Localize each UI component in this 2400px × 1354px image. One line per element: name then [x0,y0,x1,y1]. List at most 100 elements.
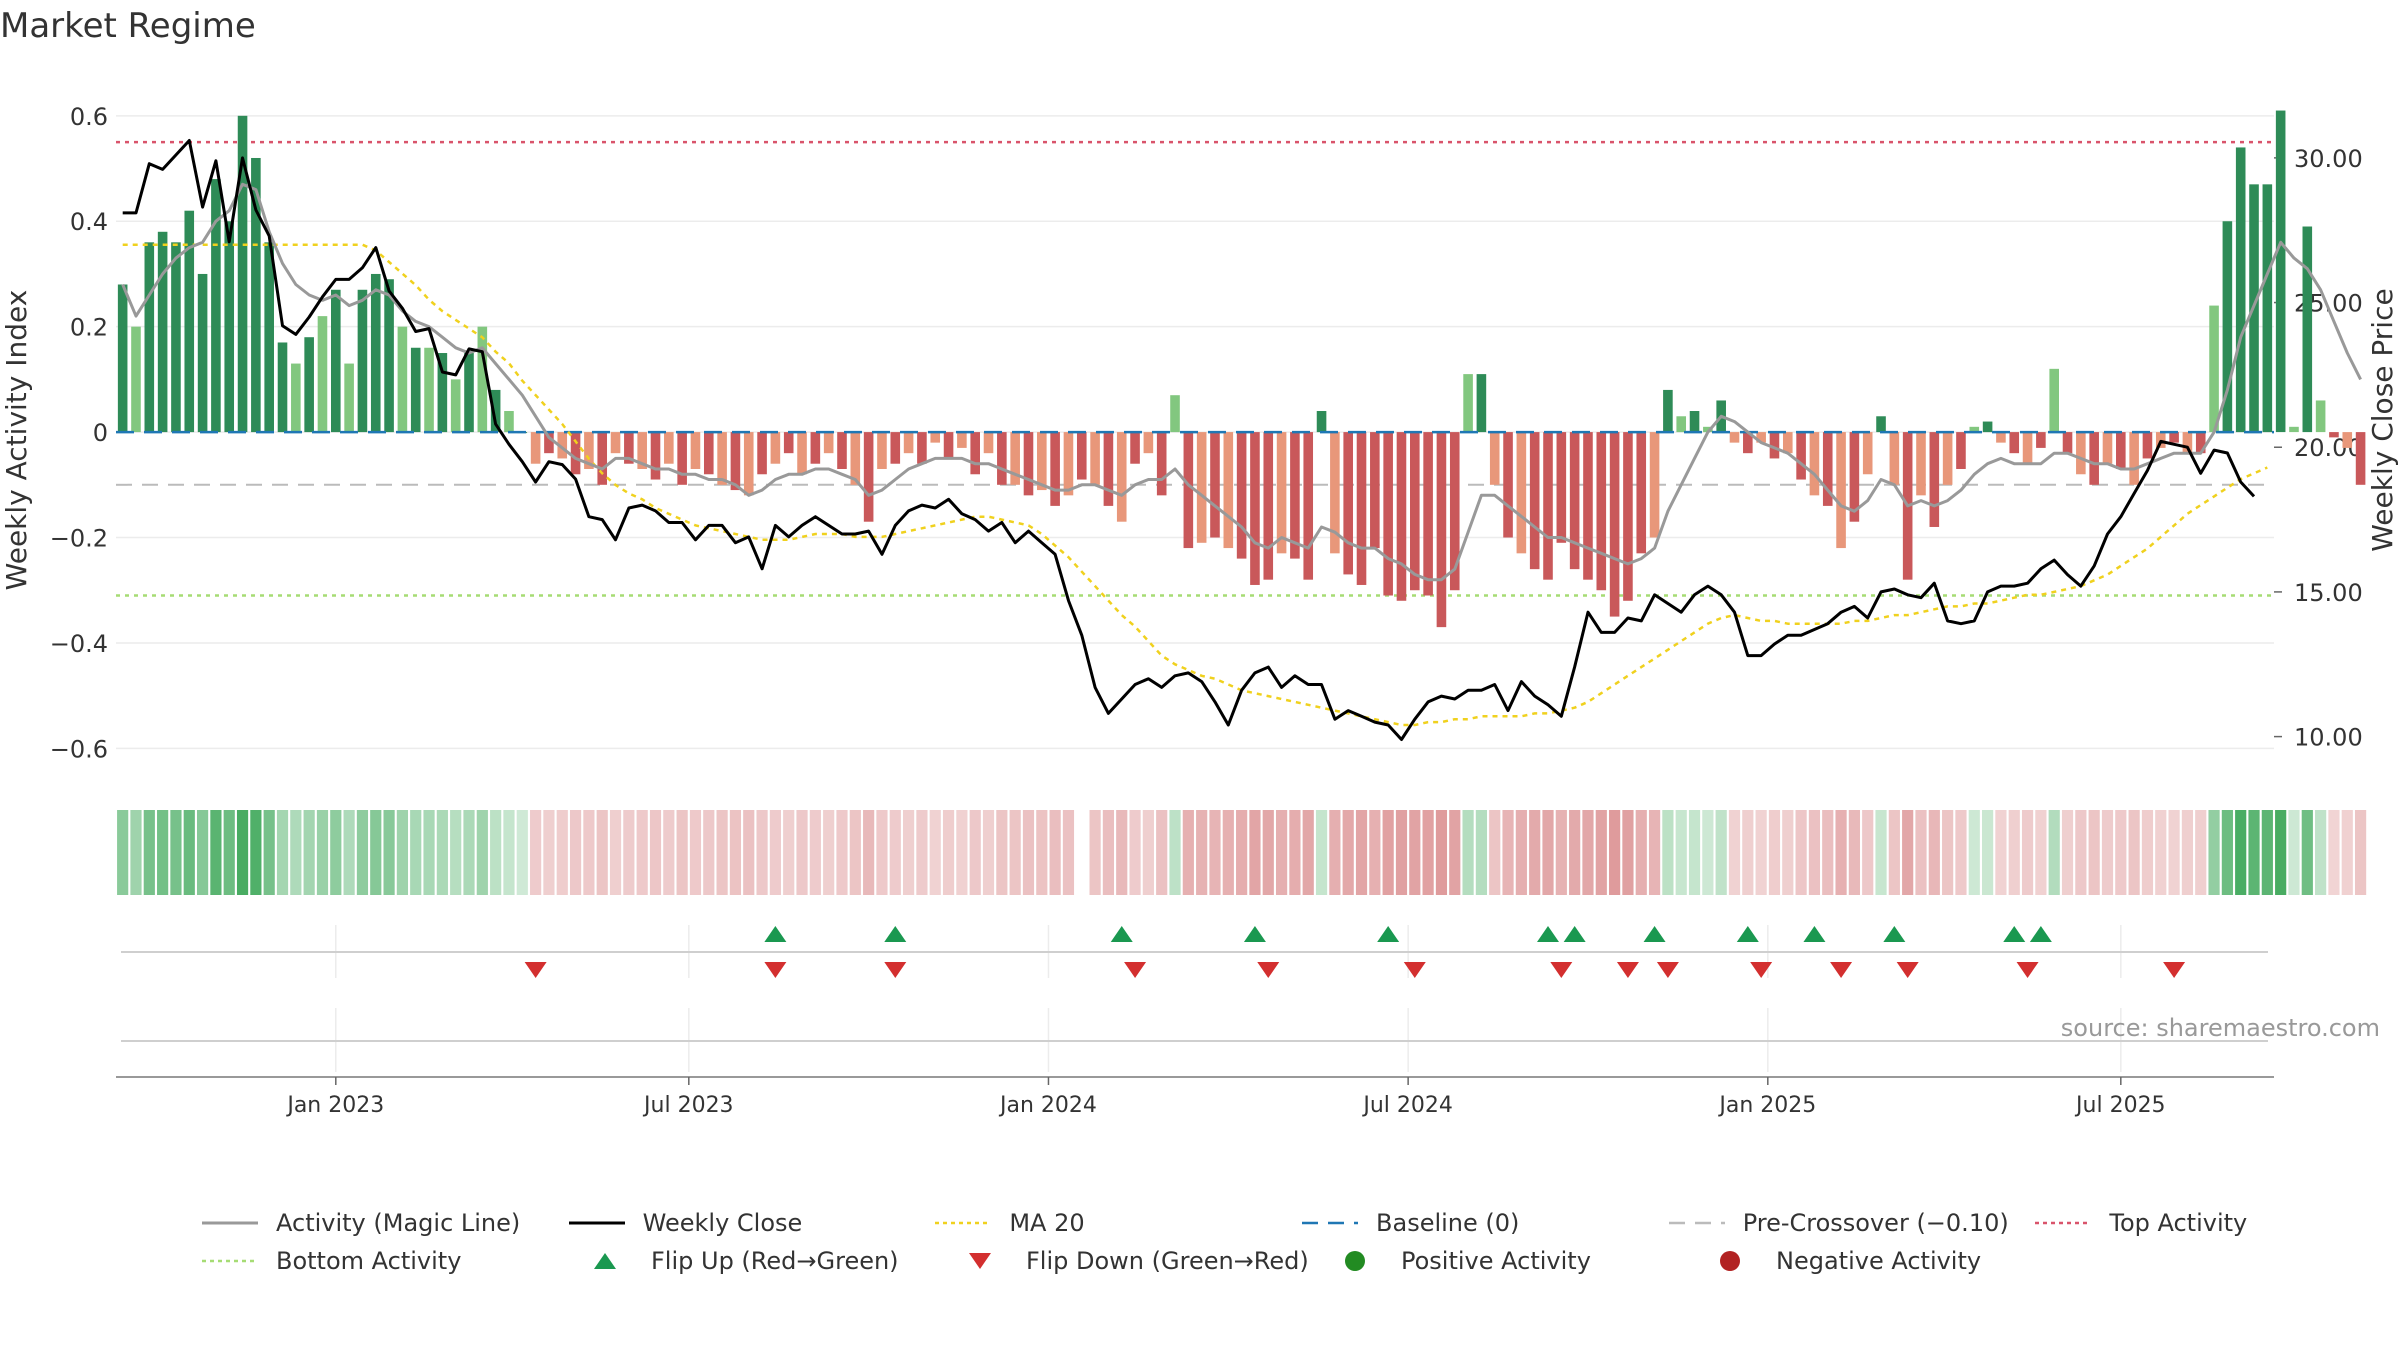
regime-strip-cell [1382,810,1394,895]
regime-strip-cell [1955,810,1967,895]
activity-bar [1836,432,1846,549]
flip-up-marker [1883,926,1906,942]
x-tick-label: Jul 2025 [2074,1093,2166,1118]
flip-down-marker [1124,962,1147,978]
regime-strip-cell [609,810,622,895]
regime-strip-cell [1875,810,1887,895]
regime-strip-cell [410,810,422,895]
regime-strip-cell [1529,810,1541,895]
regime-strip-cell [982,810,995,895]
activity-bar [1370,432,1380,549]
activity-bar [2289,426,2299,433]
regime-strip-cell [583,810,595,895]
legend-swatch [1300,1211,1360,1235]
activity-bar [304,337,314,433]
legend-label: Top Activity [2109,1209,2248,1237]
activity-bar [1330,432,1340,554]
activity-bar [1569,432,1580,570]
flip-down-marker [1750,962,1773,978]
legend-item: Positive Activity [1325,1247,1700,1275]
flip-down-marker [1656,962,1679,978]
regime-strip-cell [503,810,515,895]
regime-strip-cell [2061,810,2074,895]
regime-strip-cell [1289,810,1301,895]
regime-strip-cell [2288,810,2300,895]
legend-label: Activity (Magic Line) [276,1209,521,1237]
activity-bar [930,432,941,443]
activity-bar [677,432,687,485]
regime-strip-cell [1142,810,1154,895]
regime-strip-cell [676,810,688,895]
activity-bar [877,432,887,469]
activity-bar [1743,432,1753,454]
flip-up-marker [2003,926,2026,942]
regime-strip-cell [729,810,742,895]
flip-up-marker [1803,926,1826,942]
activity-bar [837,432,847,469]
activity-bar [610,432,621,454]
regime-strip-cell [2075,810,2087,895]
regime-strip-cell [490,810,502,895]
activity-bar [1010,432,1020,485]
activity-bar [1609,432,1620,617]
regime-strip-cell [2048,810,2060,895]
activity-bar [1969,426,1980,433]
regime-strip-cell [796,810,808,895]
x-tick-label: Jul 2024 [1361,1093,1453,1118]
regime-strip-cell [1355,810,1368,895]
activity-bar [370,273,381,433]
regime-strip-cell [1182,810,1194,895]
regime-strip-cell [1742,810,1754,895]
regime-strip-cell [2248,810,2260,895]
activity-bar [890,432,901,464]
activity-bar [131,326,141,433]
activity-bar [450,379,461,433]
activity-bar [1849,432,1860,522]
legend-label: Negative Activity [1776,1247,1982,1275]
legend-swatch [1667,1211,1727,1235]
activity-bar [2315,400,2326,433]
activity-bar [664,432,674,464]
regime-strip-cell [1102,810,1115,895]
activity-bar [703,432,714,475]
regime-strip-cell [1902,810,1914,895]
activity-bar [557,432,568,459]
activity-bar [1556,432,1567,543]
activity-bar [251,157,261,433]
regime-strip-cell [2128,810,2140,895]
activity-bar [291,363,301,433]
regime-strip-cell [2008,810,2020,895]
regime-strip-cell [1888,810,1900,895]
activity-bar [1343,432,1353,575]
regime-strip-cell [1728,810,1741,895]
regime-strip-cell [356,810,369,895]
regime-strip-cell [370,810,382,895]
activity-bar [1822,432,1833,506]
legend-label: Positive Activity [1401,1247,1591,1275]
regime-strip-cell [1609,810,1621,895]
activity-bar [757,432,767,475]
activity-bar [1703,426,1713,433]
regime-strip-cell [196,810,209,895]
activity-bar [1356,432,1367,585]
regime-strip-cell [2328,810,2340,895]
regime-strip-cell [2301,810,2313,895]
activity-bar [1929,432,1940,527]
activity-bar [171,242,181,433]
flip-down-marker [884,962,907,978]
activity-bar [1423,432,1433,596]
x-tick-label: Jan 2024 [998,1093,1097,1118]
activity-bar [1689,411,1700,433]
regime-strip-cell [969,810,981,895]
activity-bar [2302,226,2313,433]
y-left-tick-label: 0.4 [70,208,108,236]
regime-strip-cell [1169,810,1181,895]
regime-strip-cell [1129,810,1141,895]
regime-strip-cell [649,810,662,895]
activity-bar [424,347,434,433]
regime-strip-cell [1715,810,1727,895]
regime-strip-cell [689,810,702,895]
activity-bar [1583,432,1593,580]
activity-bar [317,316,328,433]
activity-bar [2009,432,2020,454]
